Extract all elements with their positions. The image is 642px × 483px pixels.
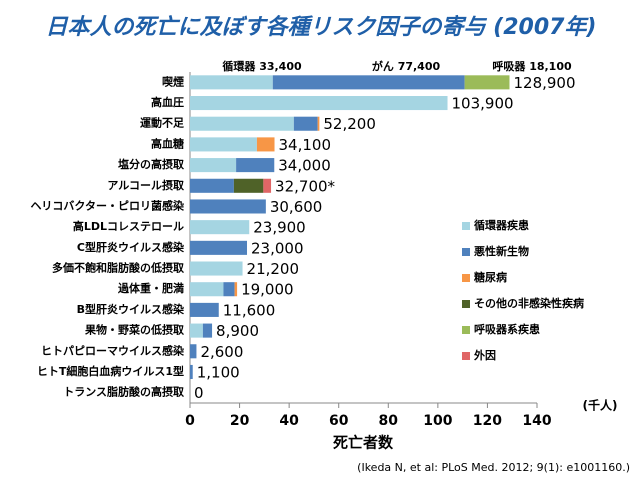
y-tick-label: ヘリコバクター・ピロリ菌感染	[30, 198, 185, 212]
unit-label: (千人)	[583, 398, 618, 413]
x-tick-label: 120	[473, 413, 502, 429]
total-label: 32,700*	[275, 177, 335, 195]
y-tick-label: 過体重・肥満	[117, 281, 184, 295]
y-tick-label: ヒトパピローマウイルス感染	[41, 343, 185, 357]
annotation: 呼吸器 18,100	[492, 59, 572, 73]
total-label: 34,000	[278, 157, 331, 175]
bar-segment	[190, 220, 250, 235]
bar-segment	[272, 75, 465, 90]
x-tick-label: 60	[329, 413, 349, 429]
y-tick-label: ヒトT細胞白血病ウイルス1型	[37, 364, 184, 378]
y-tick-label: 果物・野菜の低摂取	[84, 323, 184, 337]
total-label: 23,000	[251, 239, 304, 257]
total-label: 2,600	[200, 343, 243, 361]
total-label: 8,900	[216, 322, 259, 340]
total-label: 52,200	[323, 115, 376, 133]
y-tick-label: トランス脂肪酸の高摂取	[63, 385, 184, 399]
y-tick-label: 喫煙	[162, 74, 184, 88]
legend-label: 呼吸器系疾患	[474, 322, 540, 336]
annotation: 循環器 33,400	[222, 59, 302, 73]
x-axis-label: 死亡者数	[333, 434, 394, 452]
bar-segment	[190, 95, 448, 111]
bar-segment	[190, 137, 257, 152]
bar-segment	[190, 344, 197, 359]
legend-swatch	[462, 222, 470, 230]
legend-label: 糖尿病	[474, 270, 507, 284]
bar-segment	[190, 302, 219, 317]
legend-swatch	[462, 248, 470, 256]
legend-label: その他の非感染性疾病	[474, 296, 584, 310]
bar-segment	[190, 282, 224, 297]
bar-segment	[202, 323, 213, 338]
y-tick-label: 高血圧	[151, 95, 184, 109]
bar-segment	[190, 323, 203, 338]
source: (Ikeda N, et al: PLoS Med. 2012; 9(1): e…	[357, 461, 630, 474]
bar-segment	[234, 282, 238, 297]
bar-segment	[233, 178, 264, 193]
legend-label: 悪性新生物	[474, 244, 529, 258]
legend-label: 循環器疾患	[474, 218, 529, 232]
bar-segment	[190, 240, 248, 255]
total-label: 128,900	[513, 74, 575, 92]
y-tick-label: C型肝炎ウイルス感染	[77, 240, 185, 254]
total-label: 19,000	[241, 281, 293, 299]
total-label: 21,200	[247, 260, 300, 278]
x-tick-label: 80	[379, 413, 399, 429]
total-label: 23,900	[253, 219, 306, 237]
bar-segment	[223, 282, 235, 297]
bar-segment	[190, 199, 266, 214]
y-tick-label: 運動不足	[140, 116, 185, 130]
x-tick-label: 20	[230, 413, 250, 429]
legend-label: 外因	[473, 348, 496, 362]
total-label: 34,100	[279, 136, 332, 154]
legend-swatch	[462, 326, 470, 334]
bar-segment	[190, 158, 237, 173]
bar-segment	[464, 75, 510, 90]
y-tick-label: 多価不飽和脂肪酸の低摂取	[52, 261, 184, 275]
bar-segment	[317, 116, 320, 131]
bar-segment	[190, 261, 243, 276]
x-tick-label: 100	[423, 413, 452, 429]
y-tick-label: アルコール摂取	[107, 178, 184, 192]
legend-swatch	[462, 300, 470, 308]
bar-segment	[293, 116, 318, 131]
x-tick-label: 40	[279, 413, 299, 429]
total-label: 1,100	[197, 363, 240, 381]
y-tick-label: B型肝炎ウイルス感染	[77, 302, 185, 316]
bar-segment	[190, 178, 234, 193]
bar-segment	[190, 116, 294, 131]
bar-segment	[190, 75, 273, 90]
bar-segment	[236, 158, 275, 173]
x-tick-label: 0	[185, 413, 195, 429]
x-tick-label: 140	[522, 413, 551, 429]
y-tick-label: 塩分の高摂取	[118, 157, 184, 171]
legend-swatch	[462, 352, 470, 360]
total-label: 103,900	[452, 95, 514, 113]
total-label: 30,600	[270, 198, 323, 216]
y-tick-label: 高血糖	[151, 136, 184, 150]
total-label: 11,600	[223, 301, 276, 319]
bar-segment	[263, 178, 272, 193]
bar-segment	[190, 364, 193, 380]
legend-swatch	[462, 274, 470, 282]
total-label: 0	[194, 384, 204, 402]
y-tick-label: 高LDLコレステロール	[73, 219, 184, 233]
bar-segment	[256, 137, 275, 152]
annotation: がん 77,400	[372, 59, 441, 73]
chart-title: 日本人の死亡に及ぼす各種リスク因子の寄与 (2007年)	[45, 14, 596, 40]
